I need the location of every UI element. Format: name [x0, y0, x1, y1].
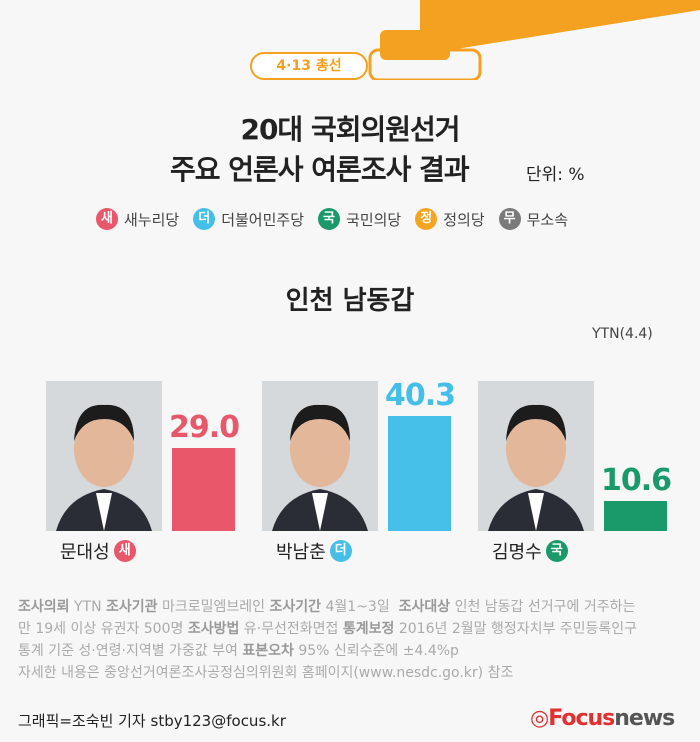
note-text: 자세한 내용은 중앙선거여론조사공정심의위원회 홈페이지(www.nesdc.g… — [18, 665, 514, 681]
candidate-name: 김명수 국 — [492, 538, 568, 564]
legend-item: 정 정의당 — [415, 208, 485, 230]
candidate-photo — [478, 381, 594, 531]
party-badge-icon: 새 — [96, 208, 118, 230]
candidate-photo — [46, 381, 162, 531]
party-badge-icon: 더 — [193, 208, 216, 230]
graphic-credit: 그래픽=조숙빈 기자 stby123@focus.kr — [18, 712, 286, 730]
logo-text-b: news — [614, 706, 675, 731]
note-text: 조사방법 — [187, 621, 240, 637]
survey-note-line: 조사의뢰 YTN 조사기관 마크로밀엠브레인 조사기간 4월1~3일 조사대상 … — [18, 596, 688, 618]
note-text: 통계 기준 성·연령·지역별 가중값 부여 — [18, 643, 243, 659]
survey-notes: 조사의뢰 YTN 조사기관 마크로밀엠브레인 조사기간 4월1~3일 조사대상 … — [18, 596, 688, 684]
ballot-hand-illustration — [368, 0, 700, 80]
party-badge-icon: 새 — [113, 540, 136, 562]
party-badge-icon: 국 — [545, 540, 568, 562]
candidate-name: 문대성 새 — [60, 538, 136, 564]
legend-label: 무소속 — [526, 210, 569, 229]
note-text: 표본오차 — [242, 643, 294, 659]
logo-mark-icon: ◎ — [530, 706, 549, 731]
party-badge-icon: 국 — [318, 208, 341, 230]
value-label: 40.3 — [384, 378, 456, 414]
legend-item: 새 새누리당 — [96, 208, 179, 230]
survey-note-line: 통계 기준 성·연령·지역별 가중값 부여 표본오차 95% 신뢰수준에 ±4.… — [18, 640, 688, 662]
legend-item: 국 국민의당 — [318, 208, 401, 230]
title-line2: 주요 언론사 여론조사 결과 — [170, 153, 470, 186]
legend-item: 무 무소속 — [498, 208, 569, 230]
party-badge-icon: 무 — [498, 208, 521, 230]
note-text: 만 19세 이상 유권자 500명 — [18, 621, 188, 637]
bar-1 — [388, 416, 451, 531]
election-badge: 4·13 총선 — [250, 52, 368, 80]
candidate-name-text: 박남춘 — [276, 542, 326, 563]
legend-item: 더 더불어민주당 — [193, 208, 304, 230]
survey-note-line: 자세한 내용은 중앙선거여론조사공정심의위원회 홈페이지(www.nesdc.g… — [18, 662, 688, 684]
note-text: 조사대상 — [398, 599, 451, 615]
chart-title: 인천 남동갑 — [285, 286, 415, 316]
survey-note-line: 만 19세 이상 유권자 500명 조사방법 유·무선전화면접 통계보정 201… — [18, 618, 688, 640]
party-badge-icon: 더 — [329, 540, 352, 562]
value-label: 10.6 — [600, 462, 672, 498]
note-text: 조사기간 — [269, 599, 322, 615]
candidate-name-text: 김명수 — [492, 542, 542, 563]
candidate-photo — [262, 381, 378, 531]
note-text: 마크로밀엠브레인 — [157, 599, 270, 615]
note-text: YTN — [69, 599, 107, 615]
logo-text-a: Focus — [548, 706, 615, 731]
note-text: 통계보정 — [342, 621, 395, 637]
candidate-name: 박남춘 더 — [276, 538, 352, 564]
value-label: 29.0 — [168, 410, 240, 446]
legend-label: 정의당 — [443, 210, 485, 229]
unit-label: 단위: % — [526, 165, 585, 185]
note-text: 조사의뢰 — [18, 599, 70, 615]
bar-2 — [604, 500, 667, 531]
note-text: 95% 신뢰수준에 ±4.4%p — [293, 643, 459, 659]
note-text: 2016년 2월말 행정자치부 주민등록인구 — [394, 621, 638, 637]
legend-label: 더불어민주당 — [221, 210, 305, 229]
candidate-name-text: 문대성 — [60, 542, 110, 563]
party-legend: 새 새누리당 더 더불어민주당 국 국민의당 정 정의당 무 무소속 — [96, 208, 568, 230]
note-text: 조사기관 — [106, 599, 158, 615]
note-text: 인천 남동갑 선거구에 거주하는 — [450, 599, 636, 615]
poll-source: YTN(4.4) — [592, 326, 653, 342]
title-line1: 20대 국회의원선거 — [240, 113, 460, 146]
legend-label: 국민의당 — [346, 210, 402, 229]
note-text: 4월1~3일 — [321, 599, 399, 615]
focus-news-logo: ◎Focusnews — [530, 706, 675, 731]
party-badge-icon: 정 — [415, 208, 438, 230]
note-text: 유·무선전화면접 — [239, 621, 343, 637]
legend-label: 새누리당 — [124, 210, 180, 229]
bar-0 — [172, 448, 235, 531]
